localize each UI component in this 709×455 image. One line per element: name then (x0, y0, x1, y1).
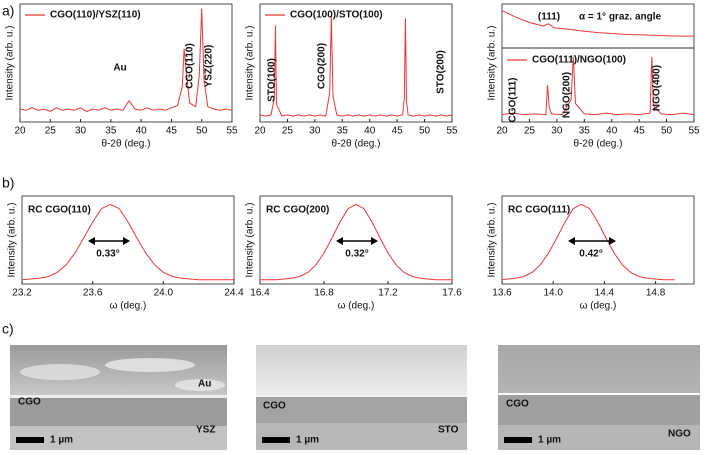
annotation: 0.33° (96, 249, 119, 260)
sem-image: CGO STO 1 µm (256, 345, 467, 450)
x-tick-label: 14.8 (646, 288, 666, 299)
x-tick-label: 13.6 (492, 288, 512, 299)
x-axis-label: ω (deg.) (580, 301, 617, 312)
panel-label: b) (2, 175, 14, 191)
x-tick-label: 35 (337, 126, 349, 137)
x-tick-label: 23.2 (12, 288, 32, 299)
sem-label: Au (198, 379, 211, 390)
scale-bar-label: 1 µm (50, 435, 73, 446)
x-tick-label: 30 (551, 126, 563, 137)
annotation: NGO(400) (652, 65, 663, 111)
chart-title: RC CGO(110) (28, 205, 91, 216)
plot-frame (259, 3, 453, 123)
plot-frame (501, 195, 695, 285)
annotation: STO(200) (436, 50, 447, 94)
panel-label: a) (2, 3, 14, 19)
x-tick-label: 14.0 (543, 288, 563, 299)
y-axis-label: Intensity (arb. u.) (487, 202, 498, 277)
x-tick-label: 16.4 (250, 288, 270, 299)
x-tick-label: 40 (364, 126, 376, 137)
x-tick-label: 55 (688, 126, 700, 137)
sem-label: STO (438, 425, 459, 436)
y-axis-label: Intensity (arb. u.) (7, 202, 18, 277)
annotation: 0.42° (579, 249, 602, 260)
x-tick-label: 45 (166, 126, 178, 137)
sem-label: CGO (18, 397, 41, 408)
x-tick-label: 35 (105, 126, 117, 137)
y-axis-label: Intensity (arb. u.) (5, 25, 16, 100)
plot-frame (501, 47, 695, 123)
x-tick-label: 25 (282, 126, 294, 137)
x-tick-label: 24.0 (154, 288, 174, 299)
sem-image: Au CGO YSZ 1 µm (10, 345, 227, 450)
x-axis-label: ω (deg.) (110, 301, 147, 312)
sem-label: YSZ (196, 425, 215, 436)
annotation: 0.32° (345, 249, 368, 260)
legend-label: CGO(100)/STO(100) (290, 10, 383, 21)
x-tick-label: 30 (75, 126, 87, 137)
plot-frame (21, 195, 235, 285)
x-axis-label: ω (deg.) (338, 301, 375, 312)
x-tick-label: 40 (136, 126, 148, 137)
annotation: NGO(200) (562, 72, 573, 118)
scale-bar-label: 1 µm (538, 435, 561, 446)
chart-title: RC CGO(111) (508, 205, 570, 216)
x-tick-label: 17.2 (378, 288, 398, 299)
sem-image: CGO NGO 1 µm (498, 345, 700, 450)
x-axis-label: θ-2θ (deg.) (102, 139, 151, 150)
annotation: Au (113, 63, 126, 74)
x-tick-label: 20 (496, 126, 508, 137)
plot-frame (501, 3, 695, 49)
x-tick-label: 20 (14, 126, 26, 137)
x-axis-label: θ-2θ (deg.) (574, 139, 623, 150)
x-tick-label: 30 (309, 126, 321, 137)
data-line (501, 10, 694, 37)
data-line (501, 56, 695, 116)
annotation: (111) (538, 12, 560, 23)
annotation: YSZ(220) (204, 45, 215, 88)
y-axis-label: Intensity (arb. u.) (487, 25, 498, 100)
sem-label: CGO (263, 401, 286, 412)
x-tick-label: 55 (226, 126, 238, 137)
scale-bar-label: 1 µm (296, 435, 319, 446)
x-tick-label: 50 (419, 126, 431, 137)
plot-frame (259, 195, 453, 285)
x-tick-label: 20 (254, 126, 266, 137)
x-tick-label: 16.8 (314, 288, 334, 299)
x-tick-label: 55 (446, 126, 458, 137)
data-line (259, 15, 453, 117)
y-axis-label: Intensity (arb. u.) (245, 25, 256, 100)
x-tick-label: 24.4 (224, 288, 244, 299)
annotation: STO(100) (267, 58, 278, 102)
chart-title: RC CGO(200) (266, 205, 329, 216)
panel-label: c) (2, 321, 14, 337)
data-line (260, 203, 452, 281)
x-tick-label: 14.4 (595, 288, 615, 299)
annotation: CGO(200) (317, 43, 328, 89)
plot-frame (19, 3, 233, 123)
x-tick-label: 35 (579, 126, 591, 137)
data-line (19, 8, 233, 112)
sem-label: NGO (668, 429, 691, 440)
x-tick-label: 50 (196, 126, 208, 137)
y-axis-label: Intensity (arb. u.) (245, 202, 256, 277)
legend-label: CGO(111)/NGO(100) (532, 55, 626, 66)
x-tick-label: 23.6 (83, 288, 103, 299)
x-tick-label: 40 (606, 126, 618, 137)
x-axis-label: θ-2θ (deg.) (332, 139, 381, 150)
x-tick-label: 17.6 (442, 288, 462, 299)
legend-label: CGO(110)/YSZ(110) (50, 10, 141, 21)
x-tick-label: 45 (634, 126, 646, 137)
x-tick-label: 45 (392, 126, 404, 137)
data-line (21, 203, 234, 281)
x-tick-label: 25 (524, 126, 536, 137)
sem-label: CGO (506, 399, 529, 410)
x-tick-label: 25 (45, 126, 57, 137)
annotation: CGO(110) (185, 43, 196, 89)
data-line (501, 203, 675, 281)
annotation: α = 1° graz. angle (579, 12, 662, 23)
x-tick-label: 50 (661, 126, 673, 137)
annotation: CGO(111) (508, 77, 519, 122)
